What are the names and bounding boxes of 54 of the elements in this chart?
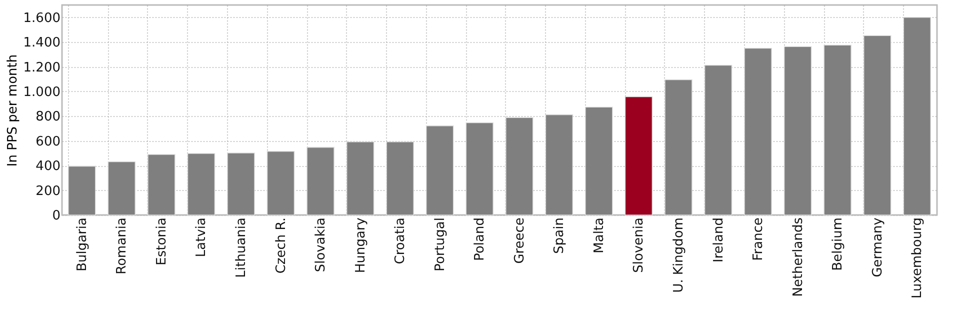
x-tick-label: Malta bbox=[592, 218, 607, 254]
x-tick-label: Czech R. bbox=[274, 218, 289, 274]
bar bbox=[664, 79, 692, 216]
bar bbox=[624, 96, 653, 216]
bar bbox=[466, 122, 494, 216]
x-tick-label: Estonia bbox=[154, 218, 170, 266]
bar bbox=[505, 117, 534, 216]
x-tick-label: Germany bbox=[870, 217, 886, 278]
y-tick-label: 1.000 bbox=[23, 84, 60, 100]
bar bbox=[704, 64, 732, 216]
x-tick-label: Portugal bbox=[432, 218, 448, 272]
x-tick-label: Lithuania bbox=[234, 218, 249, 278]
y-tick-label: 1.200 bbox=[23, 60, 60, 76]
y-tick-label: 0 bbox=[52, 208, 60, 224]
x-tick-label: Ireland bbox=[711, 218, 726, 262]
x-tick-label: U. Kingdom bbox=[671, 218, 686, 293]
x-tick-label: Latvia bbox=[194, 218, 210, 258]
x-tick-label: Spain bbox=[552, 218, 568, 254]
y-tick-label: 600 bbox=[36, 134, 60, 150]
x-tick-label: Luxembourg bbox=[910, 218, 926, 299]
y-tick-label: 800 bbox=[36, 110, 60, 125]
x-tick-label: Slovakia bbox=[314, 218, 329, 272]
bar bbox=[585, 106, 613, 216]
bar bbox=[824, 44, 852, 216]
y-tick-label: 1.400 bbox=[23, 36, 60, 51]
y-tick-label: 400 bbox=[36, 159, 60, 174]
bar bbox=[545, 114, 574, 216]
bar bbox=[266, 150, 295, 216]
x-tick-label: Croatia bbox=[393, 218, 408, 264]
bar bbox=[68, 166, 96, 216]
bar bbox=[187, 153, 216, 216]
bar bbox=[227, 152, 255, 216]
bar bbox=[386, 141, 414, 216]
bar bbox=[903, 16, 932, 216]
x-tick-label: Hungary bbox=[353, 217, 368, 274]
x-tick-label: Bulgaria bbox=[74, 218, 90, 272]
x-tick-label: Greece bbox=[512, 218, 528, 264]
x-tick-label: Belgium bbox=[830, 218, 846, 271]
bar bbox=[863, 35, 892, 216]
bar bbox=[108, 161, 136, 216]
x-tick-label: Slovenia bbox=[632, 218, 647, 273]
bar bbox=[426, 125, 454, 216]
bar bbox=[148, 154, 176, 216]
x-tick-label: Poland bbox=[472, 218, 488, 261]
x-tick-label: France bbox=[751, 218, 766, 261]
bar bbox=[784, 46, 812, 216]
x-tick-label: Romania bbox=[114, 218, 130, 274]
bar bbox=[306, 146, 334, 216]
x-tick-label: Netherlands bbox=[790, 217, 806, 297]
y-tick-label: 200 bbox=[36, 184, 60, 199]
bar bbox=[346, 141, 374, 216]
bar bbox=[744, 48, 772, 216]
y-tick-label: 1.600 bbox=[23, 10, 60, 26]
y-axis-title: In PPS per month bbox=[5, 54, 20, 167]
